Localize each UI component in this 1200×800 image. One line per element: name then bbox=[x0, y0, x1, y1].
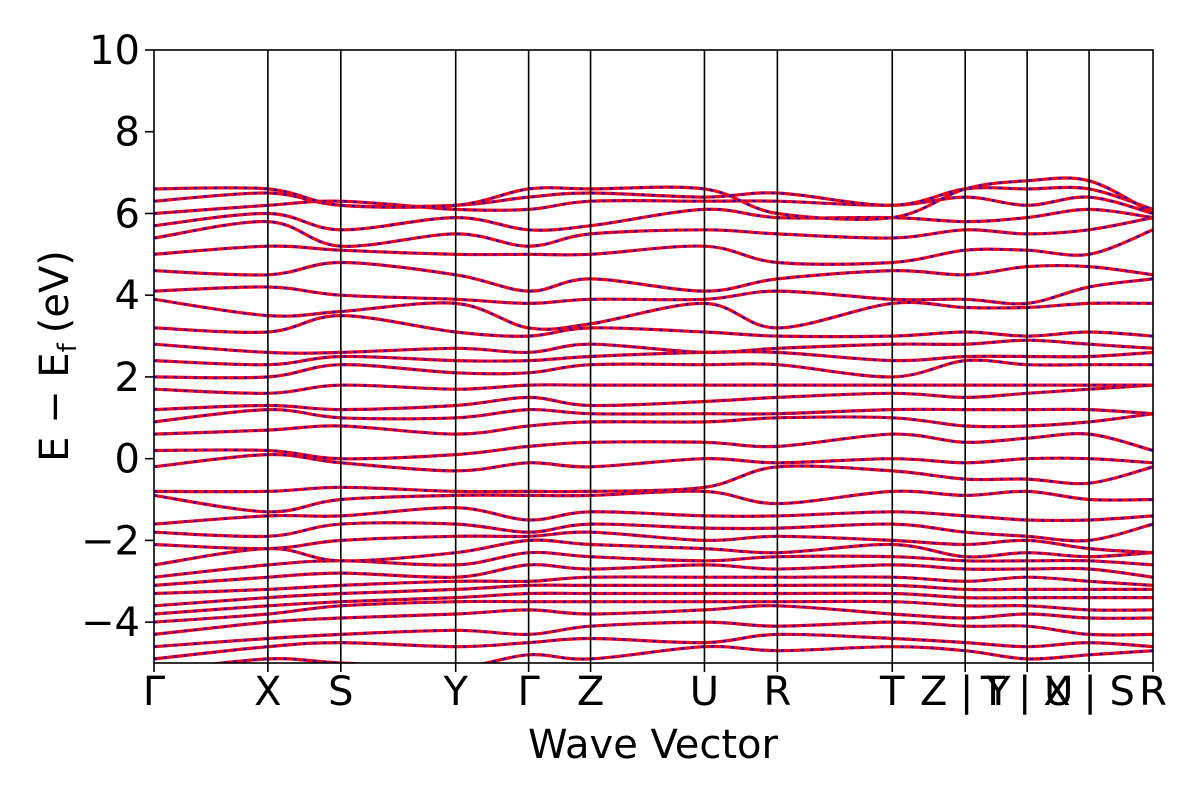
band-line-dashed-21 bbox=[154, 383, 1153, 395]
y-axis-title: E − Ef (eV) bbox=[32, 250, 83, 462]
x-tick-label: S bbox=[328, 669, 353, 715]
band-line-17 bbox=[154, 432, 1153, 461]
x-tick-label: T | U bbox=[980, 669, 1074, 715]
band-line-26 bbox=[154, 297, 1153, 331]
y-axis: 10 8 6 4 2 0 −2 −4 bbox=[81, 28, 154, 646]
x-tick-label: Y bbox=[442, 669, 468, 715]
y-tick-label: −4 bbox=[81, 600, 140, 646]
x-axis-title: Wave Vector bbox=[528, 722, 779, 768]
band-line-dashed-5 bbox=[154, 591, 1153, 616]
band-line-dashed-6 bbox=[154, 583, 1153, 607]
band-line-dashed-4 bbox=[154, 600, 1153, 624]
bands-layer bbox=[154, 176, 1153, 663]
band-line-30 bbox=[154, 216, 1153, 248]
x-tick-label: X bbox=[254, 669, 281, 715]
y-tick-label: −2 bbox=[81, 518, 140, 564]
x-tick-label: R bbox=[763, 669, 791, 715]
band-line-16 bbox=[154, 452, 1153, 473]
band-line-1 bbox=[154, 632, 1153, 661]
y-tick-label: 4 bbox=[115, 273, 140, 319]
band-line-7 bbox=[154, 575, 1153, 596]
y-tick-label: 6 bbox=[115, 191, 140, 237]
band-line-11 bbox=[154, 530, 1153, 555]
x-tick-label: U bbox=[690, 669, 719, 715]
band-line-8 bbox=[154, 563, 1153, 587]
band-line-dashed-29 bbox=[154, 228, 1153, 266]
symmetry-lines bbox=[267, 50, 1090, 663]
x-tick-label: R bbox=[1139, 669, 1167, 715]
band-line-dashed-2 bbox=[154, 620, 1153, 648]
x-tick-label: Γ bbox=[517, 669, 540, 715]
band-line-14 bbox=[154, 489, 1153, 514]
y-tick-label: 2 bbox=[115, 355, 140, 401]
band-line-dashed-10 bbox=[154, 538, 1153, 567]
band-line-dashed-25 bbox=[154, 314, 1153, 338]
x-tick-label: T bbox=[879, 669, 905, 715]
y-tick-label: 8 bbox=[115, 110, 140, 156]
band-line-dashed-24 bbox=[154, 338, 1153, 355]
band-line-dashed-33 bbox=[154, 186, 1153, 211]
plot-frame bbox=[153, 49, 1154, 664]
y-axis-title-unit: (eV) bbox=[32, 250, 78, 333]
x-tick-label: X | S bbox=[1043, 669, 1135, 715]
band-line-dashed-15 bbox=[154, 464, 1153, 493]
band-line-18 bbox=[154, 412, 1153, 436]
band-line-22 bbox=[154, 358, 1153, 380]
band-line-dashed-31 bbox=[154, 208, 1153, 232]
x-tick-label: Z | Y bbox=[920, 669, 1011, 715]
x-tick-label: Z bbox=[577, 669, 604, 715]
band-line-dashed-3 bbox=[154, 604, 1153, 636]
x-tick-label: Γ bbox=[143, 669, 166, 715]
y-axis-title-subscript: f bbox=[53, 342, 83, 352]
y-tick-label: 10 bbox=[89, 28, 140, 74]
band-line-dashed-20 bbox=[154, 383, 1153, 411]
y-axis-title-main: E − E bbox=[32, 352, 78, 462]
band-line-dashed-32 bbox=[154, 195, 1153, 215]
band-line-19 bbox=[154, 407, 1153, 424]
y-tick-label: 0 bbox=[115, 437, 140, 483]
band-line-dashed-27 bbox=[154, 277, 1153, 306]
